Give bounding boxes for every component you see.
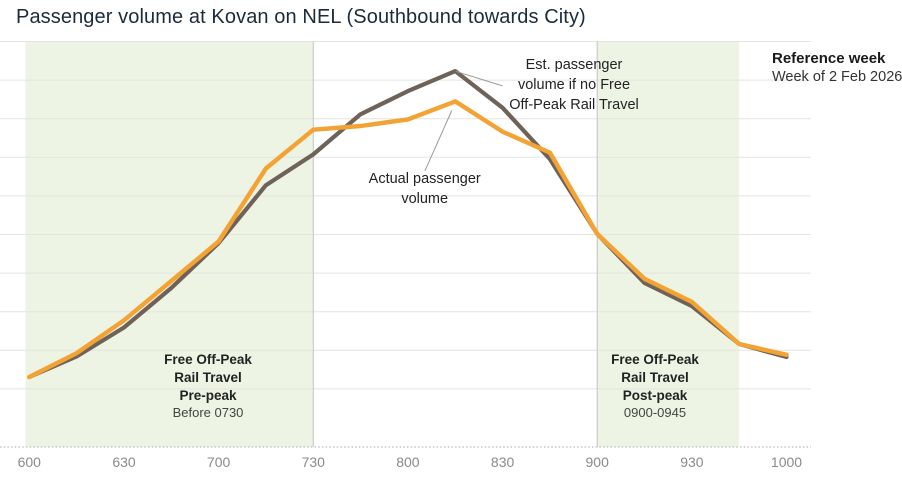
svg-text:Pre-peak: Pre-peak — [179, 388, 237, 403]
svg-text:Rail Travel: Rail Travel — [174, 370, 242, 385]
svg-text:730: 730 — [302, 454, 326, 470]
svg-text:Post-peak: Post-peak — [623, 388, 688, 403]
svg-text:volume if no Free: volume if no Free — [518, 77, 630, 93]
svg-text:630: 630 — [112, 454, 136, 470]
svg-text:volume: volume — [401, 191, 448, 207]
svg-text:Rail Travel: Rail Travel — [621, 370, 689, 385]
svg-text:Week of 2 Feb 2026: Week of 2 Feb 2026 — [772, 69, 902, 85]
svg-text:Est. passenger: Est. passenger — [526, 57, 623, 73]
svg-text:Before 0730: Before 0730 — [173, 405, 244, 420]
svg-text:830: 830 — [491, 454, 515, 470]
svg-text:Actual passenger: Actual passenger — [369, 171, 481, 187]
svg-text:1000: 1000 — [771, 454, 802, 470]
svg-text:600: 600 — [18, 454, 42, 470]
svg-text:930: 930 — [680, 454, 704, 470]
svg-text:Free Off-Peak: Free Off-Peak — [611, 352, 699, 367]
svg-text:0900-0945: 0900-0945 — [624, 405, 686, 420]
svg-text:Free Off-Peak: Free Off-Peak — [164, 352, 252, 367]
svg-text:800: 800 — [396, 454, 420, 470]
svg-text:Off-Peak Rail Travel: Off-Peak Rail Travel — [509, 97, 638, 113]
svg-text:700: 700 — [207, 454, 231, 470]
svg-text:Reference week: Reference week — [772, 50, 886, 67]
svg-text:900: 900 — [586, 454, 610, 470]
